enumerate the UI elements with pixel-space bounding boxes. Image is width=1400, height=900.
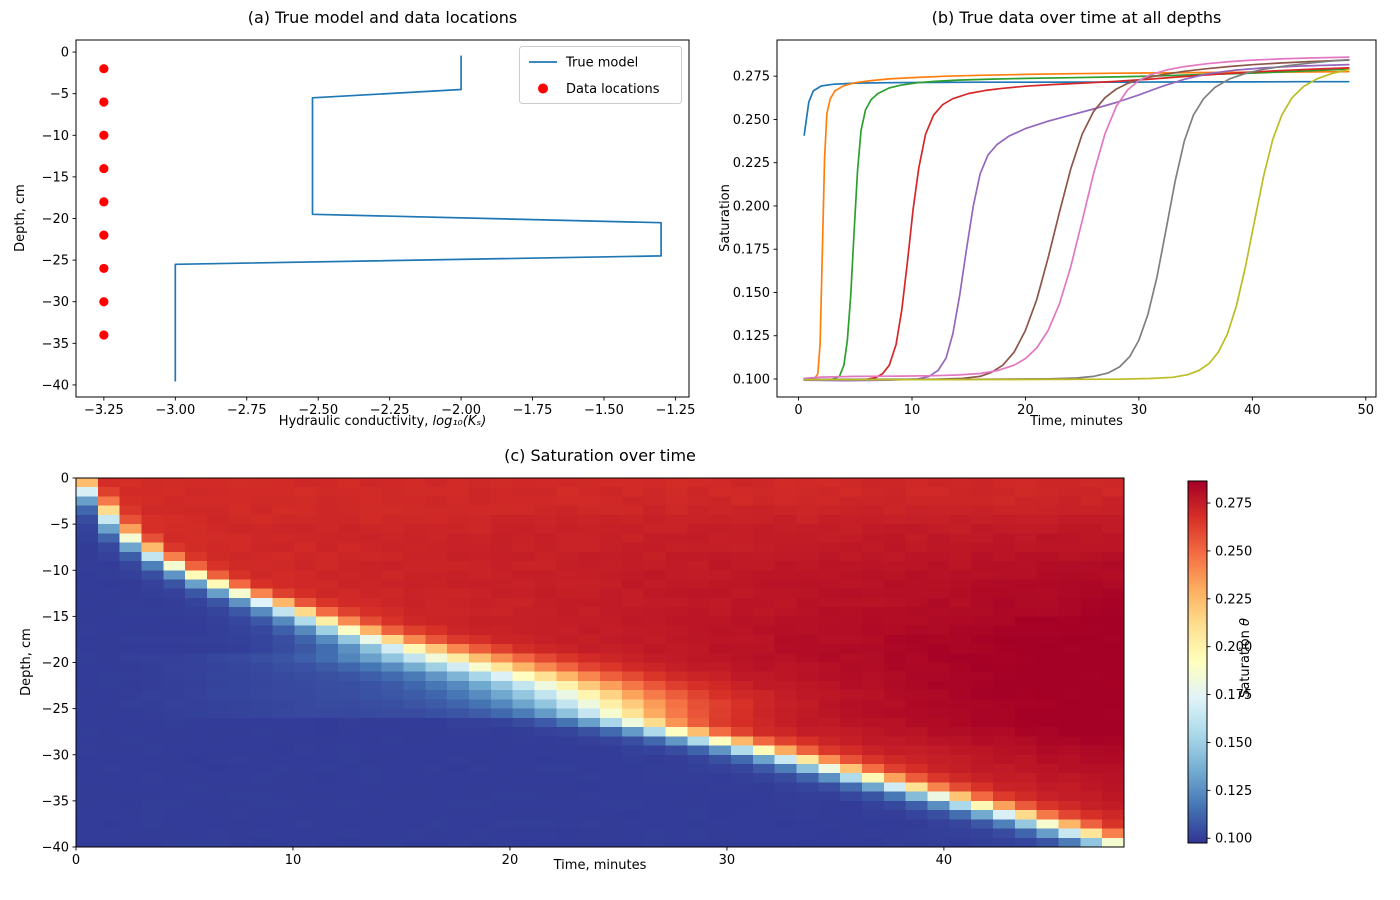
svg-text:−10: −10 [42,564,69,579]
colorbar-label: Saturation θ [1238,588,1256,728]
svg-text:0.250: 0.250 [1215,544,1252,559]
colorbar-gradient [1188,481,1207,843]
svg-text:−10: −10 [42,129,69,144]
x-axis-label-a: Hydraulic conductivity, log₁₀(Kₛ) [76,414,689,429]
svg-text:0.275: 0.275 [733,70,770,85]
svg-text:−15: −15 [42,170,69,185]
svg-text:0: 0 [61,472,69,487]
svg-text:Data locations: Data locations [566,82,660,97]
svg-text:0.100: 0.100 [1215,832,1252,847]
x-axis-label-b: Time, minutes [1030,414,1123,429]
svg-text:−5: −5 [50,87,69,102]
svg-text:−15: −15 [42,610,69,625]
svg-text:0.125: 0.125 [733,329,770,344]
svg-text:0.225: 0.225 [733,156,770,171]
svg-text:−30: −30 [42,295,69,310]
saturation-heatmap [76,478,1124,847]
svg-text:−25: −25 [42,254,69,269]
svg-text:−25: −25 [42,702,69,717]
x-axis-label-a-math: log₁₀(Kₛ) [432,414,487,429]
svg-text:0.125: 0.125 [1215,784,1252,799]
svg-text:0: 0 [61,46,69,61]
svg-text:0.275: 0.275 [1215,497,1252,512]
svg-text:0.100: 0.100 [733,373,770,388]
svg-text:−40: −40 [42,841,69,856]
panel-b-title: (b) True data over time at all depths [931,8,1222,27]
x-axis-label-a-text: Hydraulic conductivity, [278,414,433,429]
svg-text:−30: −30 [42,748,69,763]
y-axis-label-c: Depth, cm [19,628,34,696]
svg-text:0.150: 0.150 [1215,736,1252,751]
x-axis-label-c: Time, minutes [553,858,647,873]
svg-text:−40: −40 [42,378,69,393]
svg-text:True model: True model [565,56,638,71]
colorbar-label-text: Saturation [1238,626,1253,698]
svg-text:−5: −5 [50,518,69,533]
svg-text:−20: −20 [42,656,69,671]
panel-a-title: (a) True model and data locations [247,8,518,27]
y-axis-label-b: Saturation [718,184,733,252]
svg-text:−20: −20 [42,212,69,227]
svg-text:−35: −35 [42,794,69,809]
svg-text:0.200: 0.200 [733,199,770,214]
svg-text:0.175: 0.175 [733,243,770,258]
panel-c-title: (c) Saturation over time [504,446,696,465]
colorbar-label-math: θ [1238,618,1253,627]
svg-text:−35: −35 [42,337,69,352]
y-axis-label-a: Depth, cm [13,184,28,252]
svg-text:0.150: 0.150 [733,286,770,301]
svg-text:0.250: 0.250 [733,113,770,128]
